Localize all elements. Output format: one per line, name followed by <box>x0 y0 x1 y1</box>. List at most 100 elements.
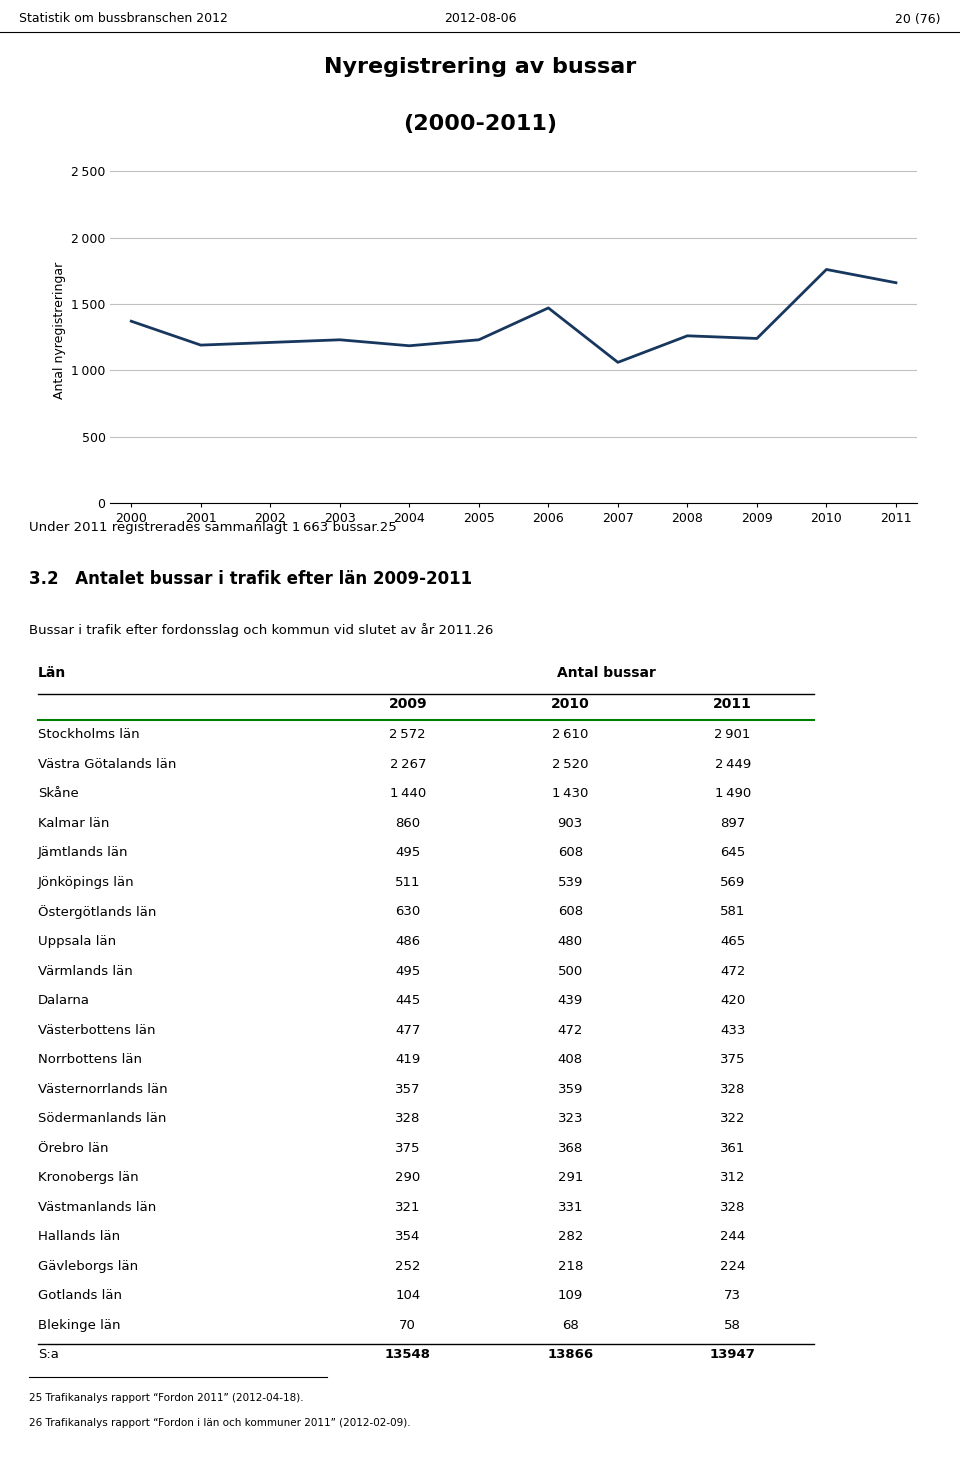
Text: 897: 897 <box>720 816 745 829</box>
Text: Västmanlands län: Västmanlands län <box>37 1201 156 1214</box>
Text: 13866: 13866 <box>547 1348 593 1361</box>
Text: Blekinge län: Blekinge län <box>37 1318 120 1331</box>
Text: 70: 70 <box>399 1318 417 1331</box>
Text: 282: 282 <box>558 1230 583 1243</box>
Text: 109: 109 <box>558 1289 583 1302</box>
Text: 608: 608 <box>558 847 583 859</box>
Text: Statistik om bussbranschen 2012: Statistik om bussbranschen 2012 <box>19 13 228 25</box>
Text: 645: 645 <box>720 847 745 859</box>
Text: S:a: S:a <box>37 1348 59 1361</box>
Text: 2 572: 2 572 <box>390 728 426 741</box>
Text: Jönköpings län: Jönköpings län <box>37 876 134 890</box>
Text: Hallands län: Hallands län <box>37 1230 120 1243</box>
Text: 477: 477 <box>396 1023 420 1036</box>
Text: Södermanlands län: Södermanlands län <box>37 1113 166 1124</box>
Text: 2012-08-06: 2012-08-06 <box>444 13 516 25</box>
Text: 361: 361 <box>720 1142 745 1155</box>
Text: 472: 472 <box>720 964 745 978</box>
Text: 291: 291 <box>558 1171 583 1185</box>
Text: 322: 322 <box>720 1113 745 1124</box>
Text: 408: 408 <box>558 1053 583 1066</box>
Text: 323: 323 <box>558 1113 583 1124</box>
Text: Gävleborgs län: Gävleborgs län <box>37 1260 138 1273</box>
Text: 439: 439 <box>558 994 583 1007</box>
Text: Värmlands län: Värmlands län <box>37 964 132 978</box>
Text: 375: 375 <box>396 1142 420 1155</box>
Text: 218: 218 <box>558 1260 583 1273</box>
Text: 581: 581 <box>720 906 745 919</box>
Text: Dalarna: Dalarna <box>37 994 90 1007</box>
Text: 419: 419 <box>396 1053 420 1066</box>
Text: 328: 328 <box>396 1113 420 1124</box>
Text: Antal bussar: Antal bussar <box>557 666 656 680</box>
Text: 368: 368 <box>558 1142 583 1155</box>
Text: 433: 433 <box>720 1023 745 1036</box>
Text: 486: 486 <box>396 935 420 948</box>
Text: 608: 608 <box>558 906 583 919</box>
Text: Uppsala län: Uppsala län <box>37 935 116 948</box>
Text: 252: 252 <box>396 1260 420 1273</box>
Text: 321: 321 <box>396 1201 420 1214</box>
Text: 2 901: 2 901 <box>714 728 751 741</box>
Text: 472: 472 <box>558 1023 583 1036</box>
Text: Jämtlands län: Jämtlands län <box>37 847 129 859</box>
Text: 290: 290 <box>396 1171 420 1185</box>
Text: 1 440: 1 440 <box>390 787 426 800</box>
Text: Kalmar län: Kalmar län <box>37 816 109 829</box>
Text: 495: 495 <box>396 964 420 978</box>
Text: 1 430: 1 430 <box>552 787 588 800</box>
Text: 569: 569 <box>720 876 745 890</box>
Text: Östergötlands län: Östergötlands län <box>37 906 156 919</box>
Text: 3.2 Antalet bussar i trafik efter län 2009-2011: 3.2 Antalet bussar i trafik efter län 20… <box>29 570 472 589</box>
Text: Län: Län <box>37 666 66 680</box>
Text: 860: 860 <box>396 816 420 829</box>
Text: 420: 420 <box>720 994 745 1007</box>
Text: 465: 465 <box>720 935 745 948</box>
Text: 1 490: 1 490 <box>714 787 751 800</box>
Text: 25 Trafikanalys rapport “Fordon 2011” (2012-04-18).: 25 Trafikanalys rapport “Fordon 2011” (2… <box>29 1393 303 1403</box>
Text: Stockholms län: Stockholms län <box>37 728 139 741</box>
Text: 328: 328 <box>720 1201 745 1214</box>
Text: 244: 244 <box>720 1230 745 1243</box>
Text: 445: 445 <box>396 994 420 1007</box>
Text: Under 2011 registrerades sammanlagt 1 663 bussar.25: Under 2011 registrerades sammanlagt 1 66… <box>29 521 396 533</box>
Text: 500: 500 <box>558 964 583 978</box>
Text: 2010: 2010 <box>551 697 589 711</box>
Text: 630: 630 <box>396 906 420 919</box>
Text: 539: 539 <box>558 876 583 890</box>
Text: 2009: 2009 <box>389 697 427 711</box>
Y-axis label: Antal nyregistreringar: Antal nyregistreringar <box>53 261 65 399</box>
Text: 375: 375 <box>720 1053 745 1066</box>
Text: 328: 328 <box>720 1082 745 1095</box>
Text: 357: 357 <box>396 1082 420 1095</box>
Text: 104: 104 <box>396 1289 420 1302</box>
Text: Örebro län: Örebro län <box>37 1142 108 1155</box>
Text: 13947: 13947 <box>709 1348 756 1361</box>
Text: 224: 224 <box>720 1260 745 1273</box>
Text: 495: 495 <box>396 847 420 859</box>
Text: Västernorrlands län: Västernorrlands län <box>37 1082 167 1095</box>
Text: 13548: 13548 <box>385 1348 431 1361</box>
Text: Kronobergs län: Kronobergs län <box>37 1171 138 1185</box>
Text: Västerbottens län: Västerbottens län <box>37 1023 156 1036</box>
Text: Västra Götalands län: Västra Götalands län <box>37 757 177 771</box>
Text: Bussar i trafik efter fordonsslag och kommun vid slutet av år 2011.26: Bussar i trafik efter fordonsslag och ko… <box>29 622 493 637</box>
Text: 68: 68 <box>562 1318 579 1331</box>
Text: 73: 73 <box>724 1289 741 1302</box>
Text: Norrbottens län: Norrbottens län <box>37 1053 142 1066</box>
Text: 354: 354 <box>396 1230 420 1243</box>
Text: 2 610: 2 610 <box>552 728 588 741</box>
Text: 312: 312 <box>720 1171 745 1185</box>
Text: (2000-2011): (2000-2011) <box>403 115 557 134</box>
Text: Skåne: Skåne <box>37 787 79 800</box>
Text: 480: 480 <box>558 935 583 948</box>
Text: 2 267: 2 267 <box>390 757 426 771</box>
Text: 58: 58 <box>724 1318 741 1331</box>
Text: 331: 331 <box>558 1201 583 1214</box>
Text: 359: 359 <box>558 1082 583 1095</box>
Text: 511: 511 <box>396 876 420 890</box>
Text: 2 449: 2 449 <box>714 757 751 771</box>
Text: 26 Trafikanalys rapport “Fordon i län och kommuner 2011” (2012-02-09).: 26 Trafikanalys rapport “Fordon i län oc… <box>29 1418 411 1428</box>
Text: Gotlands län: Gotlands län <box>37 1289 122 1302</box>
Text: 20 (76): 20 (76) <box>896 13 941 25</box>
